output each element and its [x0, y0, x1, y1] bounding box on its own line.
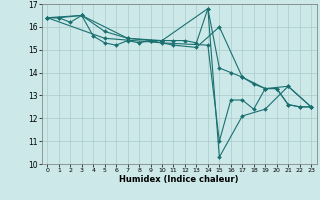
X-axis label: Humidex (Indice chaleur): Humidex (Indice chaleur): [119, 175, 239, 184]
